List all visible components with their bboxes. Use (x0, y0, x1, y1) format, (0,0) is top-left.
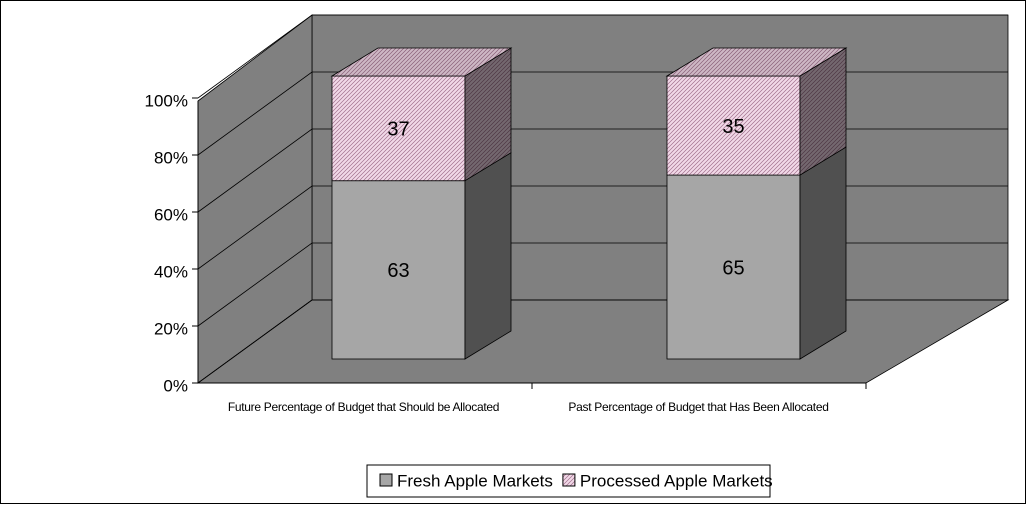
legend-label: Fresh Apple Markets (397, 471, 553, 490)
y-tick-label: 80% (154, 148, 188, 167)
bar-top (330, 47, 513, 77)
bar-top (665, 47, 848, 77)
bar-front (331, 180, 466, 360)
data-label: 65 (722, 257, 744, 279)
bar-front (666, 174, 801, 360)
y-tick-label: 60% (154, 205, 188, 224)
data-label: 35 (722, 116, 744, 138)
data-label: 63 (387, 260, 409, 282)
bar-front (331, 75, 466, 182)
y-tick-label: 0% (163, 376, 188, 395)
legend-swatch (562, 473, 576, 487)
bar-side (799, 146, 847, 360)
grid-line (197, 14, 1008, 99)
y-tick-label: 100% (145, 91, 188, 110)
data-label: 37 (387, 119, 409, 141)
y-tick-label: 40% (154, 262, 188, 281)
floor (196, 299, 1010, 384)
y-tick-label: 20% (154, 319, 188, 338)
legend-label: Processed Apple Markets (580, 471, 773, 490)
bar-side (464, 151, 512, 360)
x-tick-label: Past Percentage of Budget that Has Been … (568, 400, 829, 414)
x-tick-label: Future Percentage of Budget that Should … (227, 400, 500, 414)
legend-swatch (379, 473, 393, 487)
